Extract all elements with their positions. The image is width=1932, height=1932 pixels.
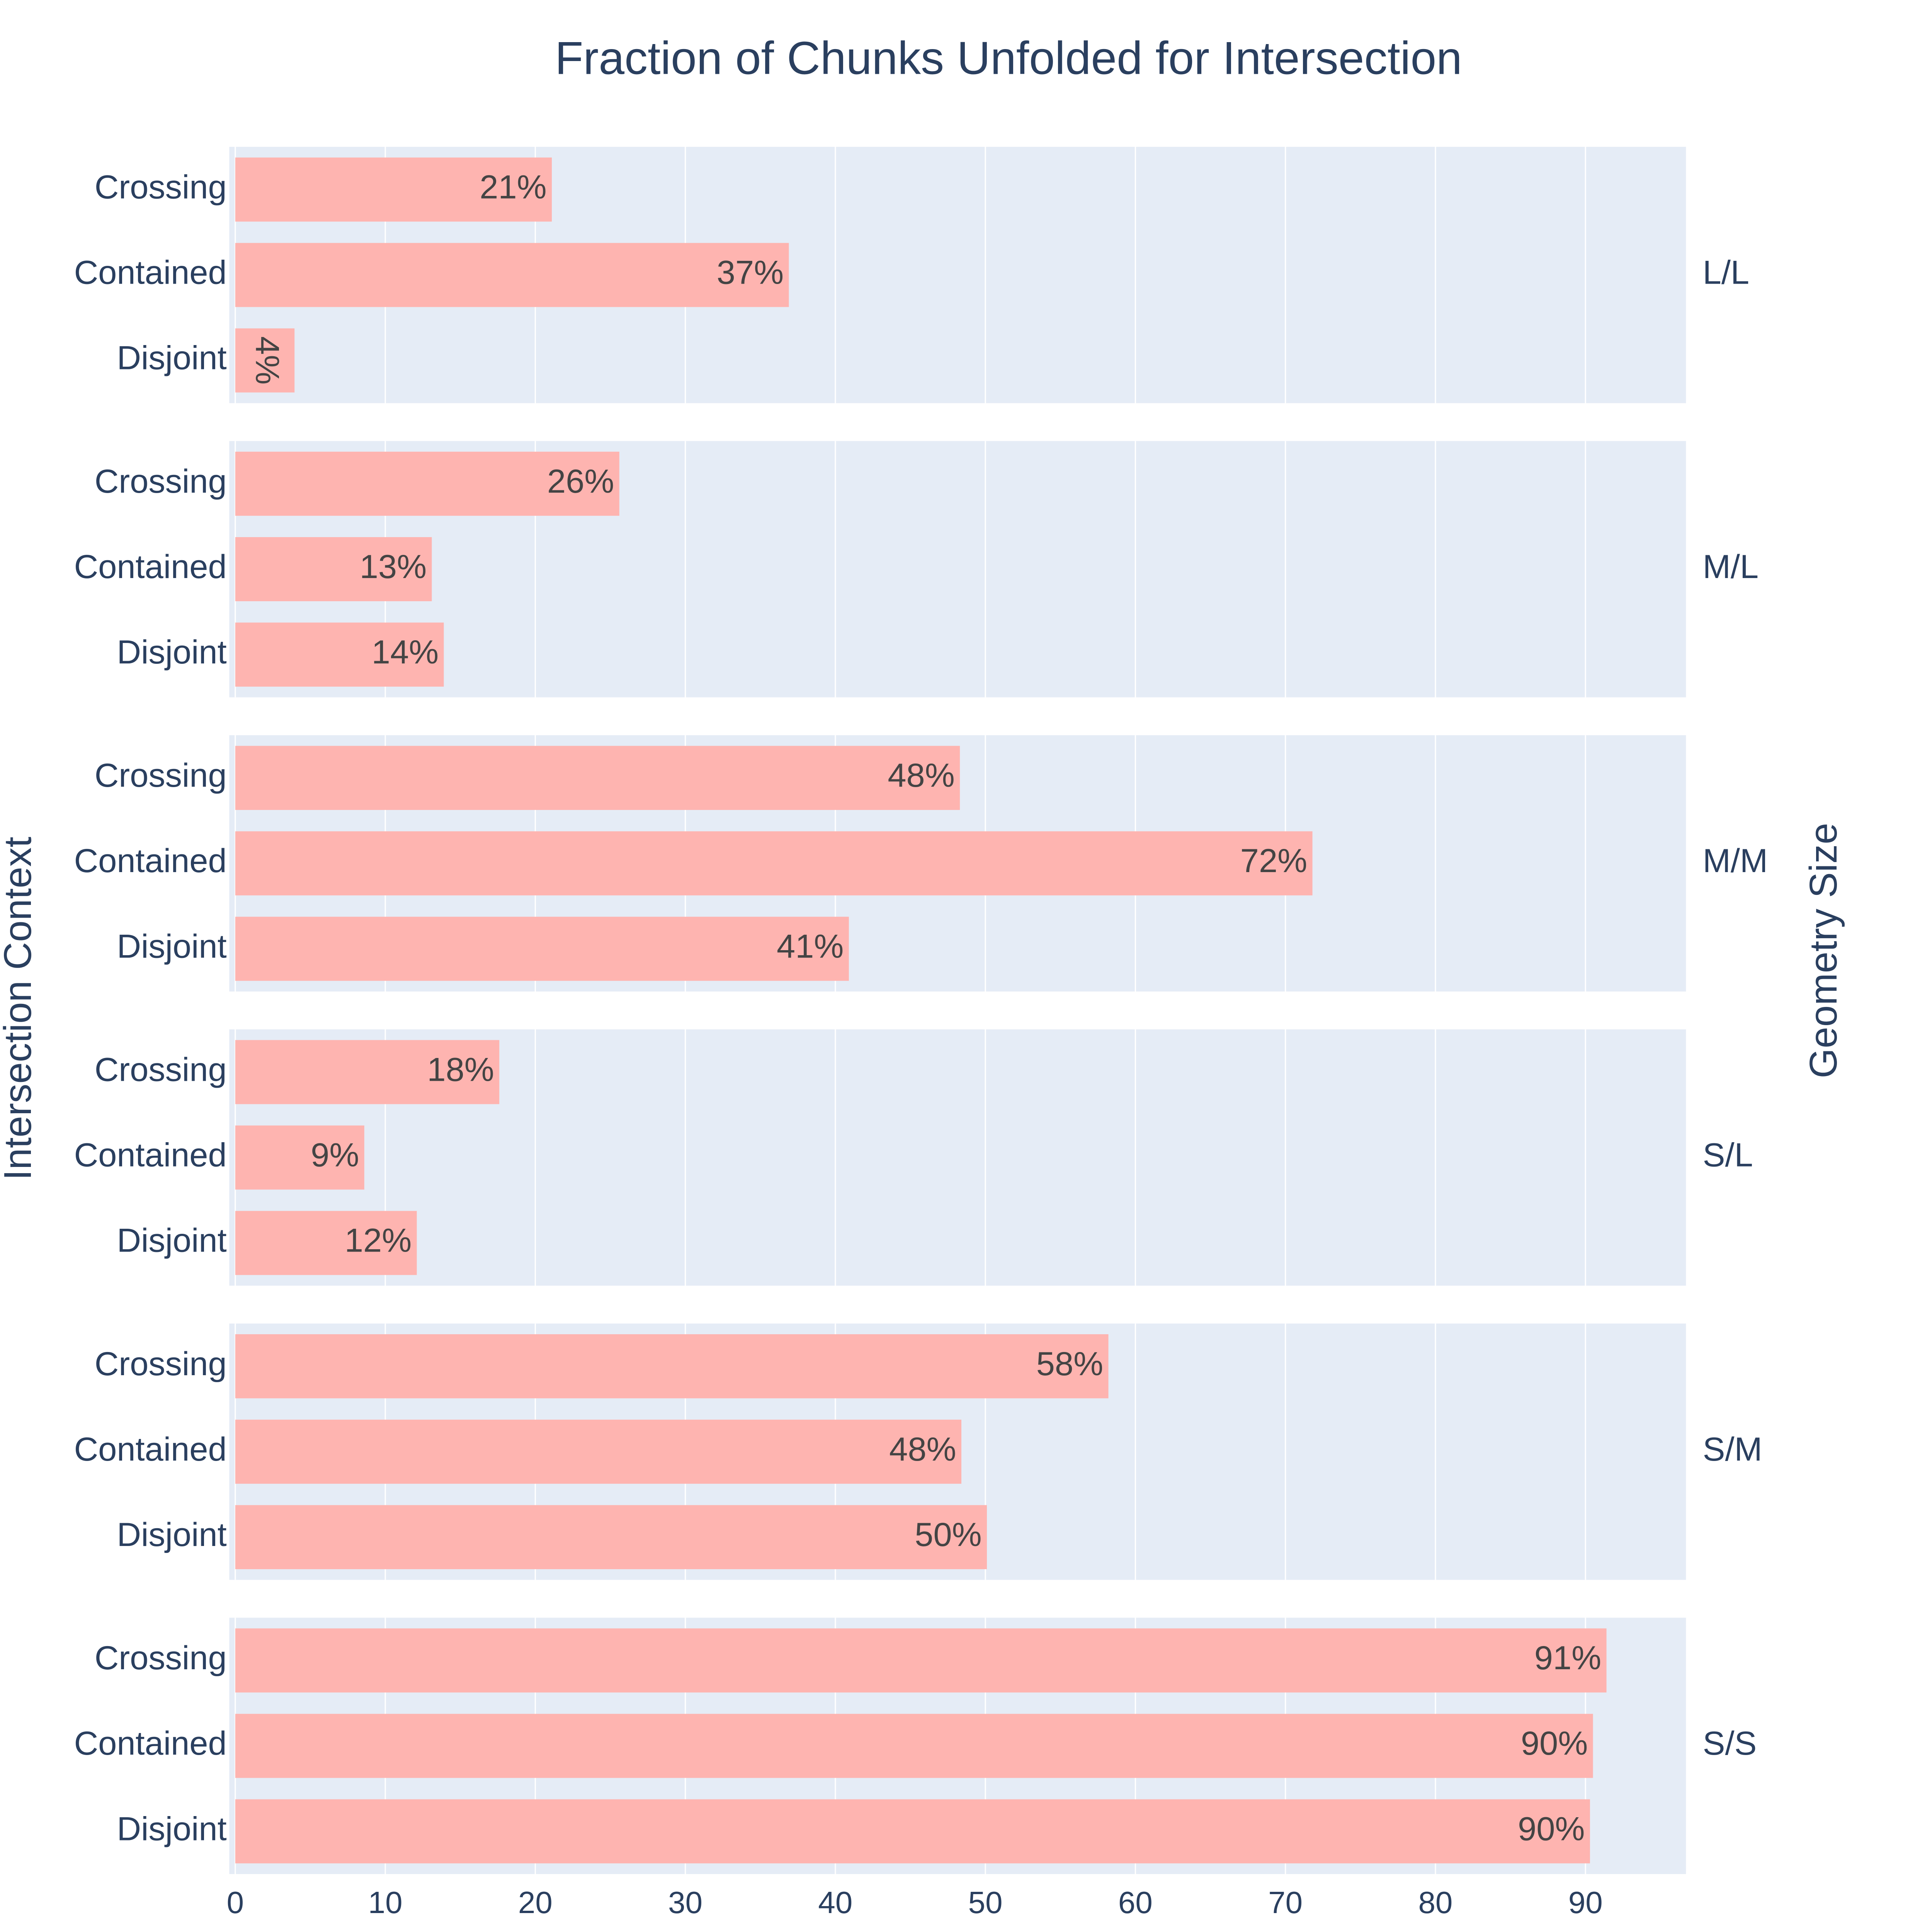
chart-title: Fraction of Chunks Unfolded for Intersec… bbox=[555, 32, 1462, 84]
x-tick-label: 50 bbox=[968, 1885, 1003, 1920]
y-tick-label: Disjoint bbox=[117, 1810, 227, 1847]
bar bbox=[235, 746, 960, 810]
bar bbox=[235, 1211, 417, 1275]
value-label: 9% bbox=[311, 1137, 359, 1174]
bar bbox=[235, 622, 444, 687]
value-label: 13% bbox=[360, 548, 427, 585]
facet-label: S/L bbox=[1703, 1137, 1753, 1174]
bar bbox=[235, 1505, 987, 1570]
value-label: 41% bbox=[777, 928, 844, 965]
value-label: 48% bbox=[888, 757, 954, 794]
y-tick-label: Crossing bbox=[95, 463, 227, 500]
y-tick-label: Crossing bbox=[95, 1345, 227, 1383]
value-label: 72% bbox=[1240, 842, 1307, 879]
facet-label: M/M bbox=[1703, 842, 1768, 879]
bar bbox=[235, 537, 432, 601]
bar bbox=[235, 451, 619, 516]
value-label: 50% bbox=[915, 1516, 981, 1553]
x-tick-label: 10 bbox=[368, 1885, 403, 1920]
y-axis-title: Intersection Context bbox=[0, 837, 39, 1180]
bar bbox=[235, 1799, 1590, 1864]
value-label: 90% bbox=[1518, 1810, 1585, 1847]
x-tick-label: 60 bbox=[1118, 1885, 1153, 1920]
bar bbox=[235, 157, 552, 222]
y-tick-label: Contained bbox=[74, 1431, 227, 1468]
value-label: 37% bbox=[717, 254, 784, 291]
y-tick-label: Disjoint bbox=[117, 634, 227, 671]
y-tick-label: Disjoint bbox=[117, 1222, 227, 1259]
y-tick-label: Crossing bbox=[95, 757, 227, 794]
facet-label: M/L bbox=[1703, 548, 1759, 585]
x-tick-label: 0 bbox=[227, 1885, 244, 1920]
value-label: 14% bbox=[372, 634, 439, 671]
value-label: 58% bbox=[1036, 1345, 1103, 1383]
bar bbox=[235, 1420, 962, 1484]
value-label: 26% bbox=[547, 463, 614, 500]
y-tick-label: Crossing bbox=[95, 1639, 227, 1677]
bar bbox=[235, 1628, 1607, 1693]
bar bbox=[235, 917, 849, 981]
value-label: 90% bbox=[1521, 1725, 1588, 1762]
bar bbox=[235, 243, 789, 307]
y-tick-label: Disjoint bbox=[117, 1516, 227, 1553]
y-tick-label: Disjoint bbox=[117, 340, 227, 377]
x-tick-label: 70 bbox=[1268, 1885, 1303, 1920]
facet-axis-title: Geometry Size bbox=[1802, 823, 1845, 1078]
facet-label: S/S bbox=[1703, 1725, 1757, 1762]
x-tick-label: 20 bbox=[518, 1885, 553, 1920]
bar bbox=[235, 328, 295, 393]
facet-label: L/L bbox=[1703, 254, 1749, 291]
y-tick-label: Disjoint bbox=[117, 928, 227, 965]
bar bbox=[235, 831, 1313, 896]
y-tick-label: Contained bbox=[74, 254, 227, 291]
x-tick-label: 80 bbox=[1418, 1885, 1452, 1920]
bar bbox=[235, 1714, 1593, 1778]
x-tick-label: 90 bbox=[1568, 1885, 1603, 1920]
value-label: 91% bbox=[1534, 1639, 1601, 1677]
y-tick-label: Contained bbox=[74, 842, 227, 879]
y-tick-label: Crossing bbox=[95, 1051, 227, 1088]
y-tick-label: Crossing bbox=[95, 168, 227, 206]
value-label: 21% bbox=[480, 168, 546, 206]
bar bbox=[235, 1334, 1109, 1398]
value-label: 48% bbox=[889, 1431, 956, 1468]
bar bbox=[235, 1125, 364, 1190]
y-tick-label: Contained bbox=[74, 1137, 227, 1174]
x-tick-label: 30 bbox=[668, 1885, 702, 1920]
value-label: 18% bbox=[427, 1051, 494, 1088]
x-tick-label: 40 bbox=[818, 1885, 852, 1920]
value-label: 12% bbox=[345, 1222, 412, 1259]
y-tick-label: Contained bbox=[74, 1725, 227, 1762]
bar bbox=[235, 1040, 500, 1104]
facet-label: S/M bbox=[1703, 1431, 1762, 1468]
value-label: 4% bbox=[249, 336, 286, 384]
y-tick-label: Contained bbox=[74, 548, 227, 585]
